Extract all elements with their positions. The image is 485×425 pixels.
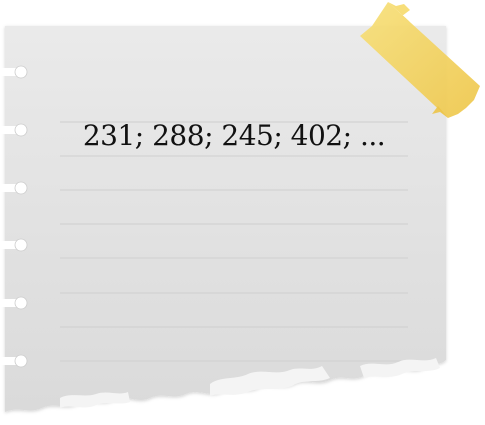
- hole-2: [0, 123, 28, 137]
- hole-3: [0, 181, 28, 195]
- torn-edge-flecks: [60, 358, 440, 408]
- hole-4: [0, 238, 28, 252]
- sequence-text: 231; 288; 245; 402; ...: [82, 119, 386, 152]
- tape-strip: [360, 2, 480, 118]
- hole-1: [0, 65, 28, 79]
- ruled-lines: [60, 121, 408, 362]
- hole-5: [0, 296, 28, 310]
- paper-sheet: [5, 26, 446, 412]
- binder-holes: [0, 65, 28, 368]
- hole-6: [0, 354, 28, 368]
